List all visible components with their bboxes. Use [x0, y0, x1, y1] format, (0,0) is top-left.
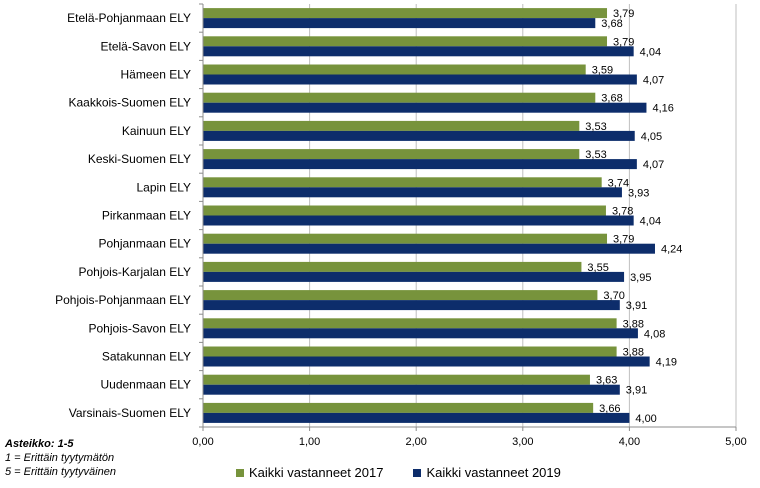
data-label: 3,79: [613, 8, 634, 20]
data-label: 3,63: [596, 375, 617, 387]
bar-2019: [203, 300, 620, 311]
x-tick-label: 2,00: [405, 436, 426, 448]
chart-legend: Kaikki vastanneet 2017 Kaikki vastanneet…: [236, 465, 591, 480]
bar-2017: [203, 8, 608, 19]
data-label: 3,95: [630, 272, 651, 284]
data-label: 4,08: [644, 328, 665, 340]
category-label: Pohjois-Karjalan ELY: [78, 265, 191, 279]
data-label: 3,70: [603, 290, 624, 302]
scale-note-line-1: 1 = Erittäin tyytymätön: [5, 452, 115, 464]
bar-2017: [203, 120, 580, 131]
x-tick-label: 5,00: [725, 436, 746, 448]
data-label: 4,05: [641, 131, 662, 143]
bar-2019: [203, 215, 634, 226]
bar-2019: [203, 384, 620, 395]
bar-2019: [203, 328, 638, 339]
bar-2019: [203, 159, 637, 170]
data-label: 4,04: [640, 216, 661, 228]
data-label: 3,79: [613, 36, 634, 48]
data-label: 3,91: [626, 385, 647, 397]
category-label: Pirkanmaan ELY: [102, 209, 191, 223]
x-tick-label: 1,00: [299, 436, 320, 448]
labels: 0,00 1,00 2,00 3,00 4,00 5,00 Etelä-Pohjanmaan…: [55, 8, 747, 448]
scale-note: Asteikko: 1-5 1 = Erittäin tyytymätön 5 …: [5, 437, 116, 479]
legend-swatch-2019: [413, 468, 422, 477]
bar-2019: [203, 356, 650, 367]
data-label: 3,74: [608, 177, 629, 189]
category-label: Etelä-Pohjanmaan ELY: [67, 11, 191, 25]
data-label: 4,19: [656, 357, 677, 369]
bar-2019: [203, 74, 637, 85]
category-label: Satakunnan ELY: [102, 350, 191, 364]
category-label: Kainuun ELY: [122, 124, 191, 138]
data-label: 3,68: [601, 93, 622, 105]
bars: [203, 8, 655, 423]
bar-2019: [203, 243, 655, 254]
bar-2017: [203, 318, 617, 329]
bar-2019: [203, 18, 596, 29]
data-label: 3,66: [599, 403, 620, 415]
x-tick-label: 3,00: [512, 436, 533, 448]
bar-2019: [203, 102, 647, 113]
data-label: 3,59: [592, 65, 613, 77]
data-label: 3,91: [626, 300, 647, 312]
bar-2017: [203, 149, 580, 160]
x-tick-label: 0,00: [192, 436, 213, 448]
bar-2017: [203, 374, 590, 385]
category-label: Pohjois-Pohjanmaan ELY: [55, 293, 191, 307]
data-label: 3,53: [585, 121, 606, 133]
legend-swatch-2017: [236, 468, 244, 477]
data-label: 3,79: [613, 234, 634, 246]
bar-2019: [203, 46, 634, 57]
legend-item-2019: Kaikki vastanneet 2019: [413, 465, 561, 480]
category-label: Lapin ELY: [137, 180, 192, 194]
data-label: 3,88: [623, 347, 644, 359]
data-label: 3,78: [612, 206, 633, 218]
category-label: Pohjois-Savon ELY: [88, 321, 191, 335]
data-label: 4,16: [652, 103, 673, 115]
bar-2017: [203, 233, 608, 244]
scale-note-title: Asteikko: 1-5: [5, 438, 74, 450]
data-label: 3,93: [628, 187, 649, 199]
bar-2019: [203, 187, 622, 198]
category-label: Kaakkois-Suomen ELY: [68, 96, 191, 110]
bar-2017: [203, 402, 594, 413]
legend-item-2017: Kaikki vastanneet 2017: [236, 465, 383, 480]
data-label: 4,07: [643, 159, 664, 171]
bar-2019: [203, 130, 635, 141]
data-label: 3,53: [585, 149, 606, 161]
bar-2017: [203, 92, 596, 103]
bar-2017: [203, 205, 606, 216]
bar-2019: [203, 271, 625, 282]
bar-2019: [203, 412, 630, 423]
bar-2017: [203, 36, 608, 47]
data-label: 4,24: [661, 244, 682, 256]
bar-2017: [203, 177, 602, 188]
legend-label-2019: Kaikki vastanneet 2019: [426, 465, 561, 480]
bar-2017: [203, 290, 598, 301]
category-label: Etelä-Savon ELY: [101, 39, 192, 53]
category-label: Varsinais-Suomen ELY: [69, 406, 191, 420]
category-label: Pohjanmaan ELY: [98, 237, 191, 251]
bar-2017: [203, 346, 617, 357]
category-label: Hämeen ELY: [121, 68, 191, 82]
x-tick-label: 4,00: [619, 436, 640, 448]
data-label: 4,07: [643, 75, 664, 87]
bar-2017: [203, 64, 586, 75]
axes: [199, 3, 737, 431]
data-label: 3,55: [587, 262, 608, 274]
data-label: 4,00: [635, 413, 656, 425]
scale-note-line-2: 5 = Erittäin tyytyväinen: [5, 466, 116, 478]
category-label: Keski-Suomen ELY: [88, 152, 191, 166]
data-label: 3,68: [601, 18, 622, 30]
category-label: Uudenmaan ELY: [100, 378, 191, 392]
bar-2017: [203, 261, 582, 272]
data-label: 3,88: [623, 318, 644, 330]
data-label: 4,04: [640, 46, 661, 58]
legend-label-2017: Kaikki vastanneet 2017: [249, 465, 384, 480]
